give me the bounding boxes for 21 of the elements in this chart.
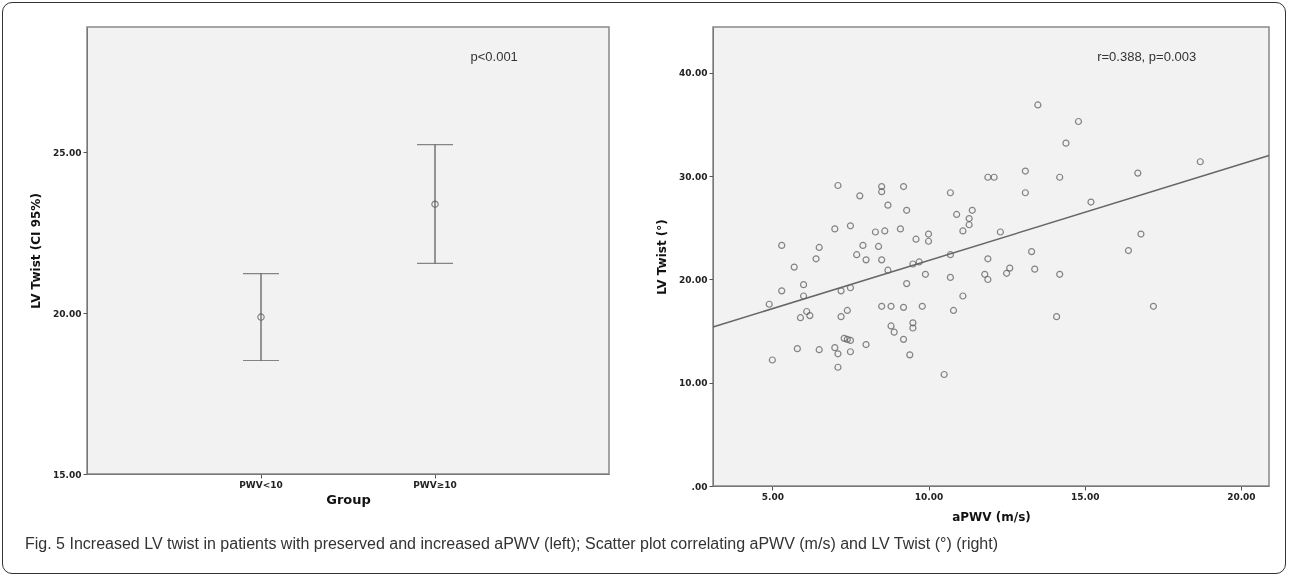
x-axis-title: aPWV (m/s) [952, 509, 1031, 524]
y-axis-title: LV Twist (°) [655, 219, 670, 295]
x-tick-label: 10.00 [914, 491, 944, 502]
x-tick-label: 15.00 [1070, 491, 1100, 502]
y-axis-title: LV Twist (CI 95%) [29, 193, 44, 309]
annotation: p<0.001 [470, 49, 518, 64]
y-tick-label: 40.00 [679, 68, 708, 79]
y-tick-label: 25.00 [53, 147, 82, 158]
y-tick-label: 10.00 [679, 378, 708, 389]
x-tick-label: PWV≥10 [413, 479, 457, 490]
caption: Fig. 5 Increased LV twist in patients with preserved and increased aPWV (left); Scatter plot correlating aPWV (m/s) and LV Twist (°) (right) [25, 535, 998, 553]
y-tick-label: 20.00 [679, 274, 708, 285]
y-tick-label: 15.00 [53, 469, 82, 480]
x-tick-label: 20.00 [1227, 491, 1256, 502]
y-tick-label: .00 [691, 481, 708, 492]
x-tick-label: 5.00 [761, 491, 784, 502]
y-tick-label: 20.00 [53, 308, 82, 319]
x-axis-title: Group [326, 491, 371, 507]
x-tick-label: PWV<10 [239, 479, 283, 490]
y-tick-label: 30.00 [679, 171, 708, 182]
annotation: r=0.388, p=0.003 [1097, 49, 1197, 64]
